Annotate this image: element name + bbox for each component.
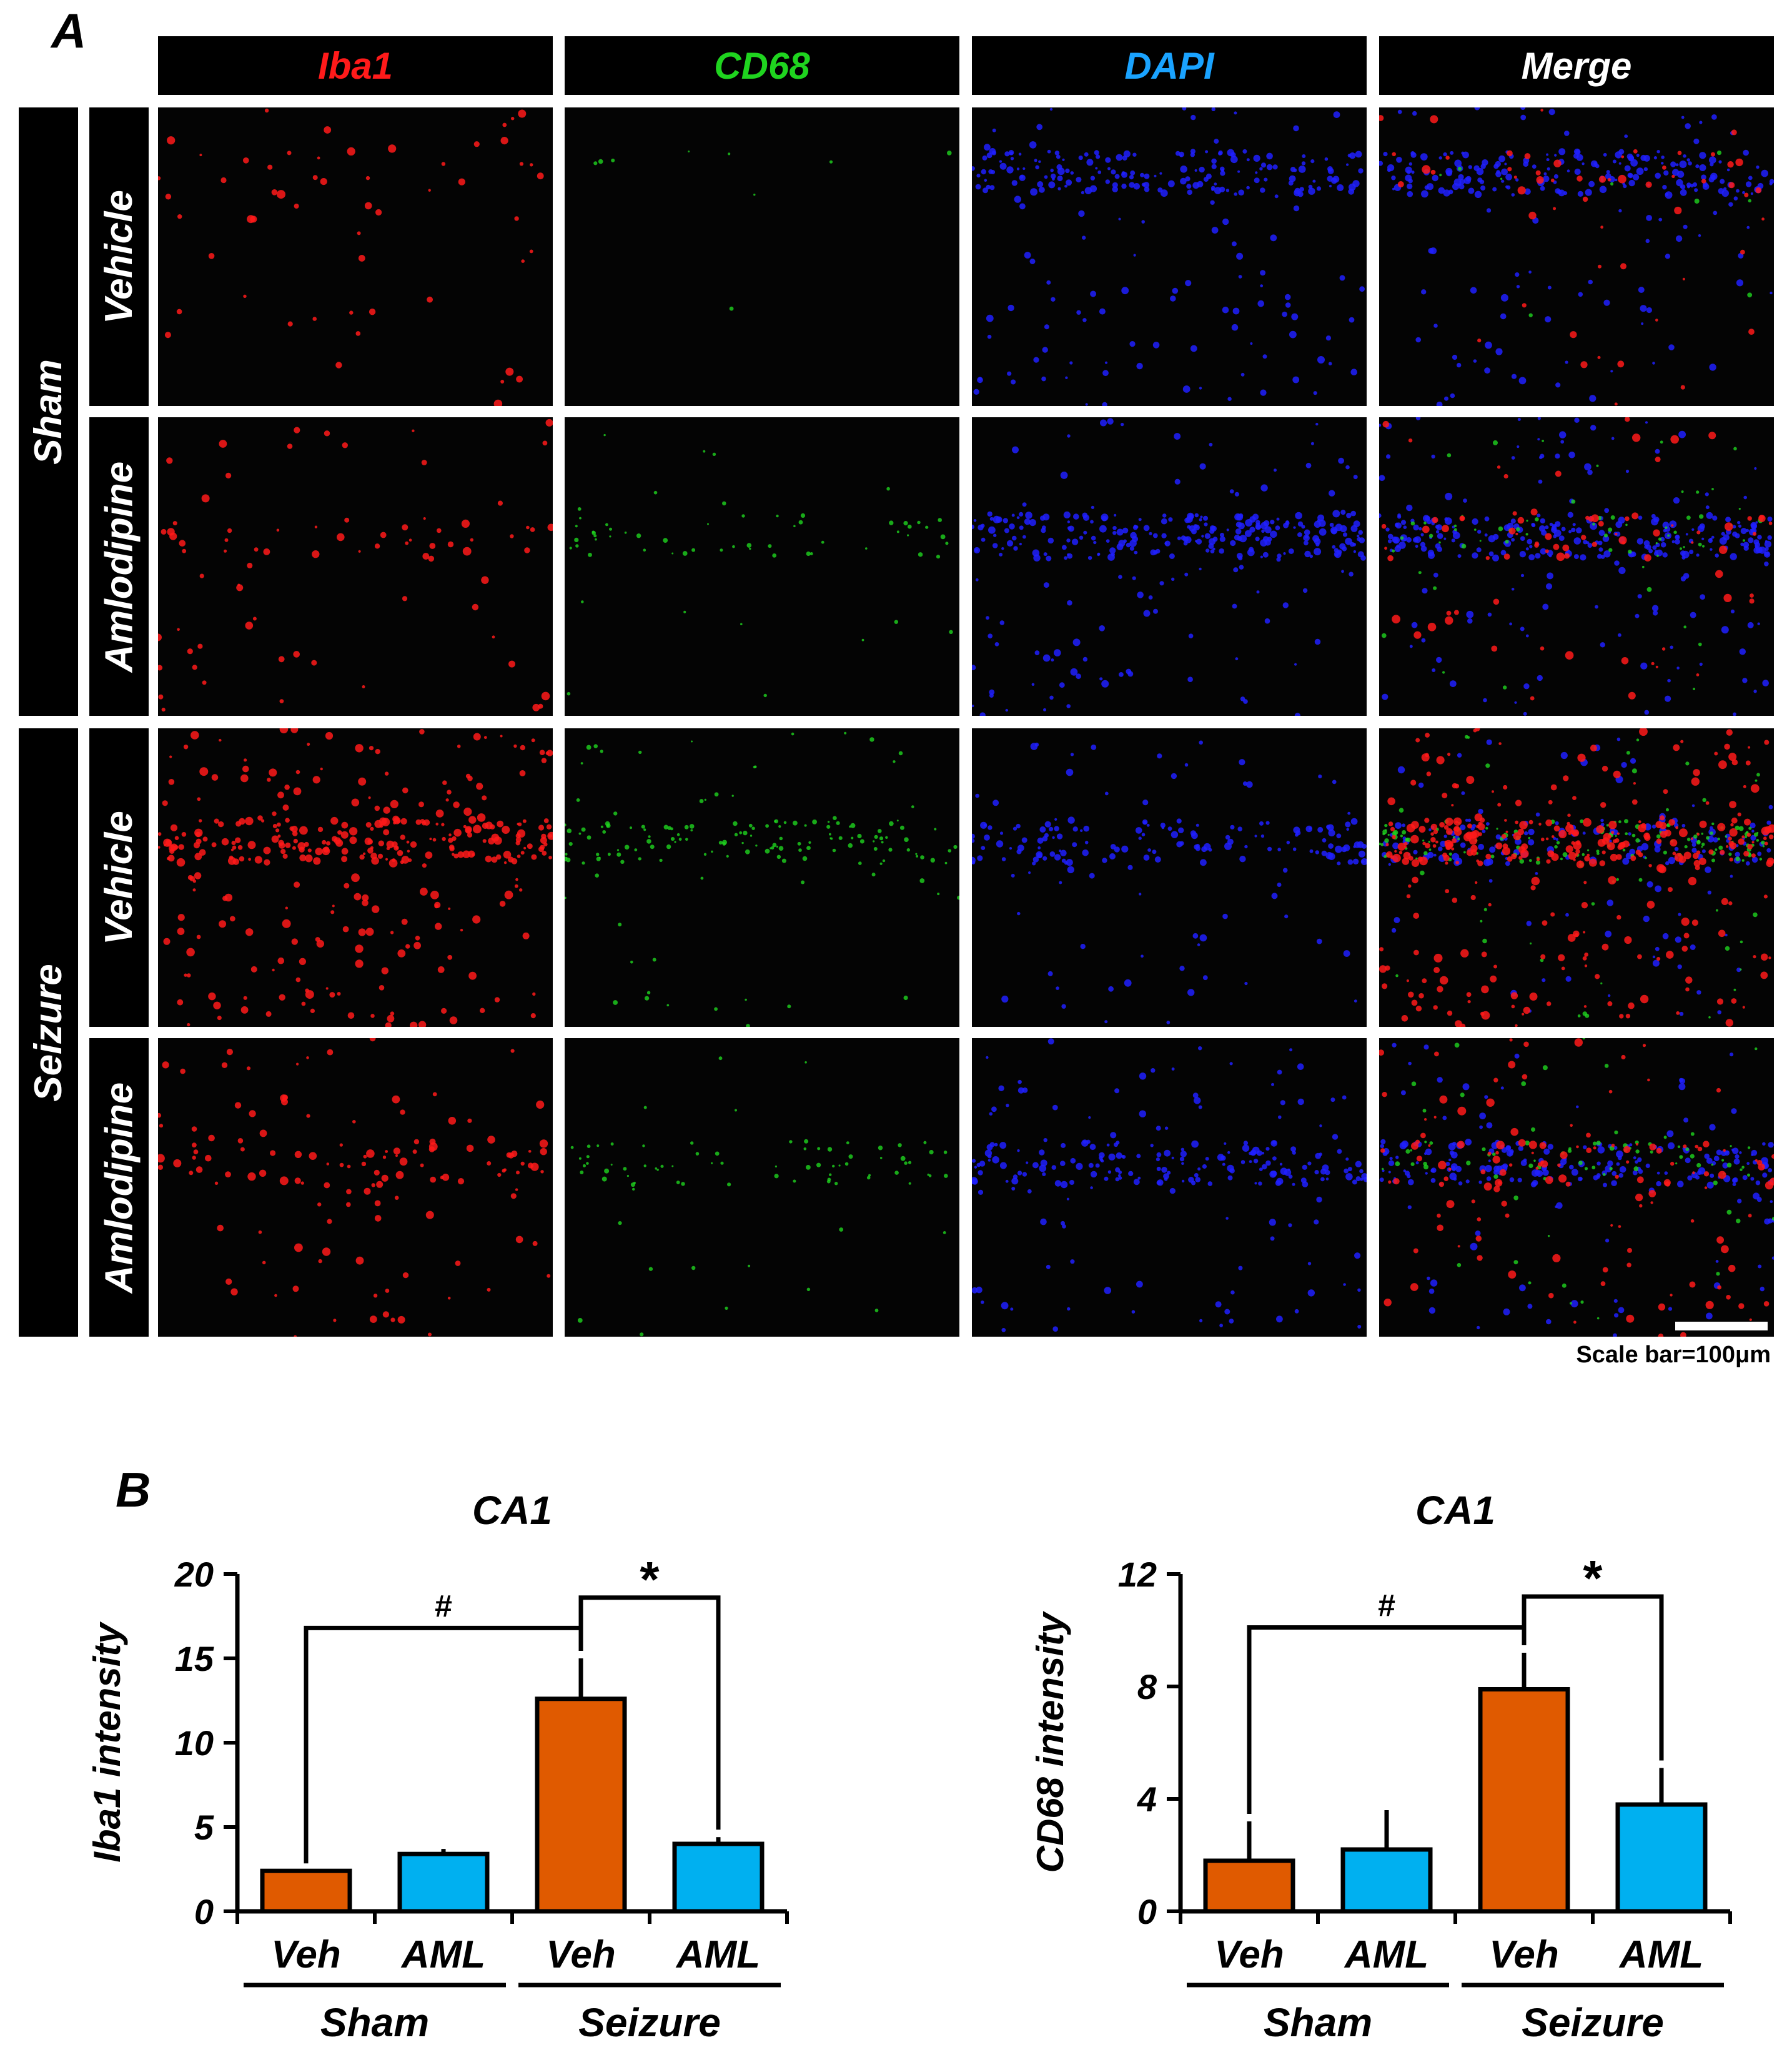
bar-veh-0 [1203, 1858, 1295, 1914]
bar-aml-1 [1340, 1847, 1433, 1914]
micrograph-cd68-row-3 [565, 728, 959, 1027]
significance-label: # [1378, 1588, 1395, 1623]
cd68-intensity-chart: CA1 CD68 intensity 0 4 8 12 Veh AML Veh AML Sham Se… [1029, 1488, 1732, 2045]
x-category-label: Veh [546, 1933, 615, 1976]
micrograph-merge-row-4 [1379, 1038, 1774, 1337]
micrograph-merge-row-3 [1379, 728, 1774, 1027]
column-header-merge: Merge [1379, 36, 1774, 95]
row-label-sham-amlodipine: Amlodipine [89, 417, 149, 716]
group-label-sham-text: Sham [27, 359, 70, 465]
significance-label: # [435, 1588, 452, 1623]
significance-bracket [1522, 1594, 1664, 1761]
row-label-text: Vehicle [97, 189, 141, 324]
panel-a-label: A [51, 3, 87, 58]
chart-title: CA1 [1415, 1488, 1495, 1533]
micrograph-dapi-row-2 [972, 417, 1367, 716]
group-label-seizure-text: Seizure [27, 963, 71, 1102]
row-label-text: Amlodipine [97, 1082, 141, 1293]
micrograph-merge-row-1 [1379, 107, 1774, 406]
group-label-sham: Sham [19, 107, 78, 716]
y-tick-label: 10 [175, 1723, 214, 1763]
y-axis-label: CD68 intensity [1029, 1611, 1071, 1873]
micrograph-dapi-row-3 [972, 728, 1367, 1027]
micrograph-merge-row-2 [1379, 417, 1774, 716]
y-tick-label: 8 [1137, 1667, 1157, 1706]
bar-aml-3 [672, 1841, 765, 1914]
iba1-intensity-chart: CA1 Iba1 intensity 0 5 10 15 20 Veh AML Veh AML Sha… [86, 1488, 789, 2045]
bar-aml-1 [397, 1851, 490, 1914]
row-label-seizure-vehicle: Vehicle [89, 728, 149, 1027]
group-label-sham: Sham [1264, 2000, 1372, 2045]
scale-bar-line [1675, 1322, 1768, 1330]
scale-bar-label: Scale bar=100μm [1576, 1342, 1771, 1368]
bar-veh-2 [535, 1696, 627, 1914]
micrograph-cd68-row-4 [565, 1038, 959, 1337]
panel-b-label: B [116, 1462, 151, 1517]
row-label-seizure-amlodipine: Amlodipine [89, 1038, 149, 1337]
y-tick-label: 0 [194, 1892, 214, 1931]
y-tick-label: 0 [1137, 1892, 1157, 1931]
y-axis-label: Iba1 intensity [86, 1622, 128, 1863]
micrograph-iba1-row-3 [158, 728, 553, 1027]
bar-aml-3 [1615, 1802, 1708, 1914]
micrograph-iba1-row-2 [158, 417, 553, 716]
significance-label: * [1583, 1550, 1603, 1606]
micrograph-iba1-row-4 [158, 1038, 553, 1337]
x-category-label: AML [675, 1933, 760, 1976]
column-header-dapi: DAPI [972, 36, 1367, 95]
y-tick-label: 4 [1137, 1780, 1157, 1819]
x-category-label: Veh [1489, 1933, 1558, 1976]
x-category-label: Veh [1214, 1933, 1284, 1976]
x-category-label: AML [1618, 1933, 1703, 1976]
micrograph-dapi-row-4 [972, 1038, 1367, 1337]
group-label-seizure: Seizure [578, 2000, 721, 2045]
significance-label: * [640, 1552, 660, 1607]
group-label-seizure: Seizure [19, 728, 78, 1337]
micrograph-cd68-row-1 [565, 107, 959, 406]
y-tick-label: 12 [1118, 1555, 1157, 1594]
bar-veh-2 [1478, 1687, 1570, 1914]
bar-veh-0 [260, 1868, 352, 1914]
micrograph-cd68-row-2 [565, 417, 959, 716]
x-category-label: Veh [271, 1933, 340, 1976]
x-category-label: AML [400, 1933, 485, 1976]
row-label-text: Vehicle [97, 810, 141, 945]
micrograph-dapi-row-1 [972, 107, 1367, 406]
row-label-sham-vehicle: Vehicle [89, 107, 149, 406]
row-label-text: Amlodipine [97, 461, 141, 672]
group-label-sham: Sham [320, 2000, 429, 2045]
y-tick-label: 15 [175, 1639, 214, 1678]
y-tick-label: 5 [194, 1808, 214, 1847]
micrograph-iba1-row-1 [158, 107, 553, 406]
y-tick-label: 20 [174, 1555, 214, 1594]
chart-title: CA1 [472, 1488, 552, 1533]
x-category-label: AML [1344, 1933, 1428, 1976]
column-header-iba1: Iba1 [158, 36, 553, 95]
column-header-cd68: CD68 [565, 36, 959, 95]
significance-bracket [578, 1595, 721, 1830]
group-label-seizure: Seizure [1522, 2000, 1664, 2045]
